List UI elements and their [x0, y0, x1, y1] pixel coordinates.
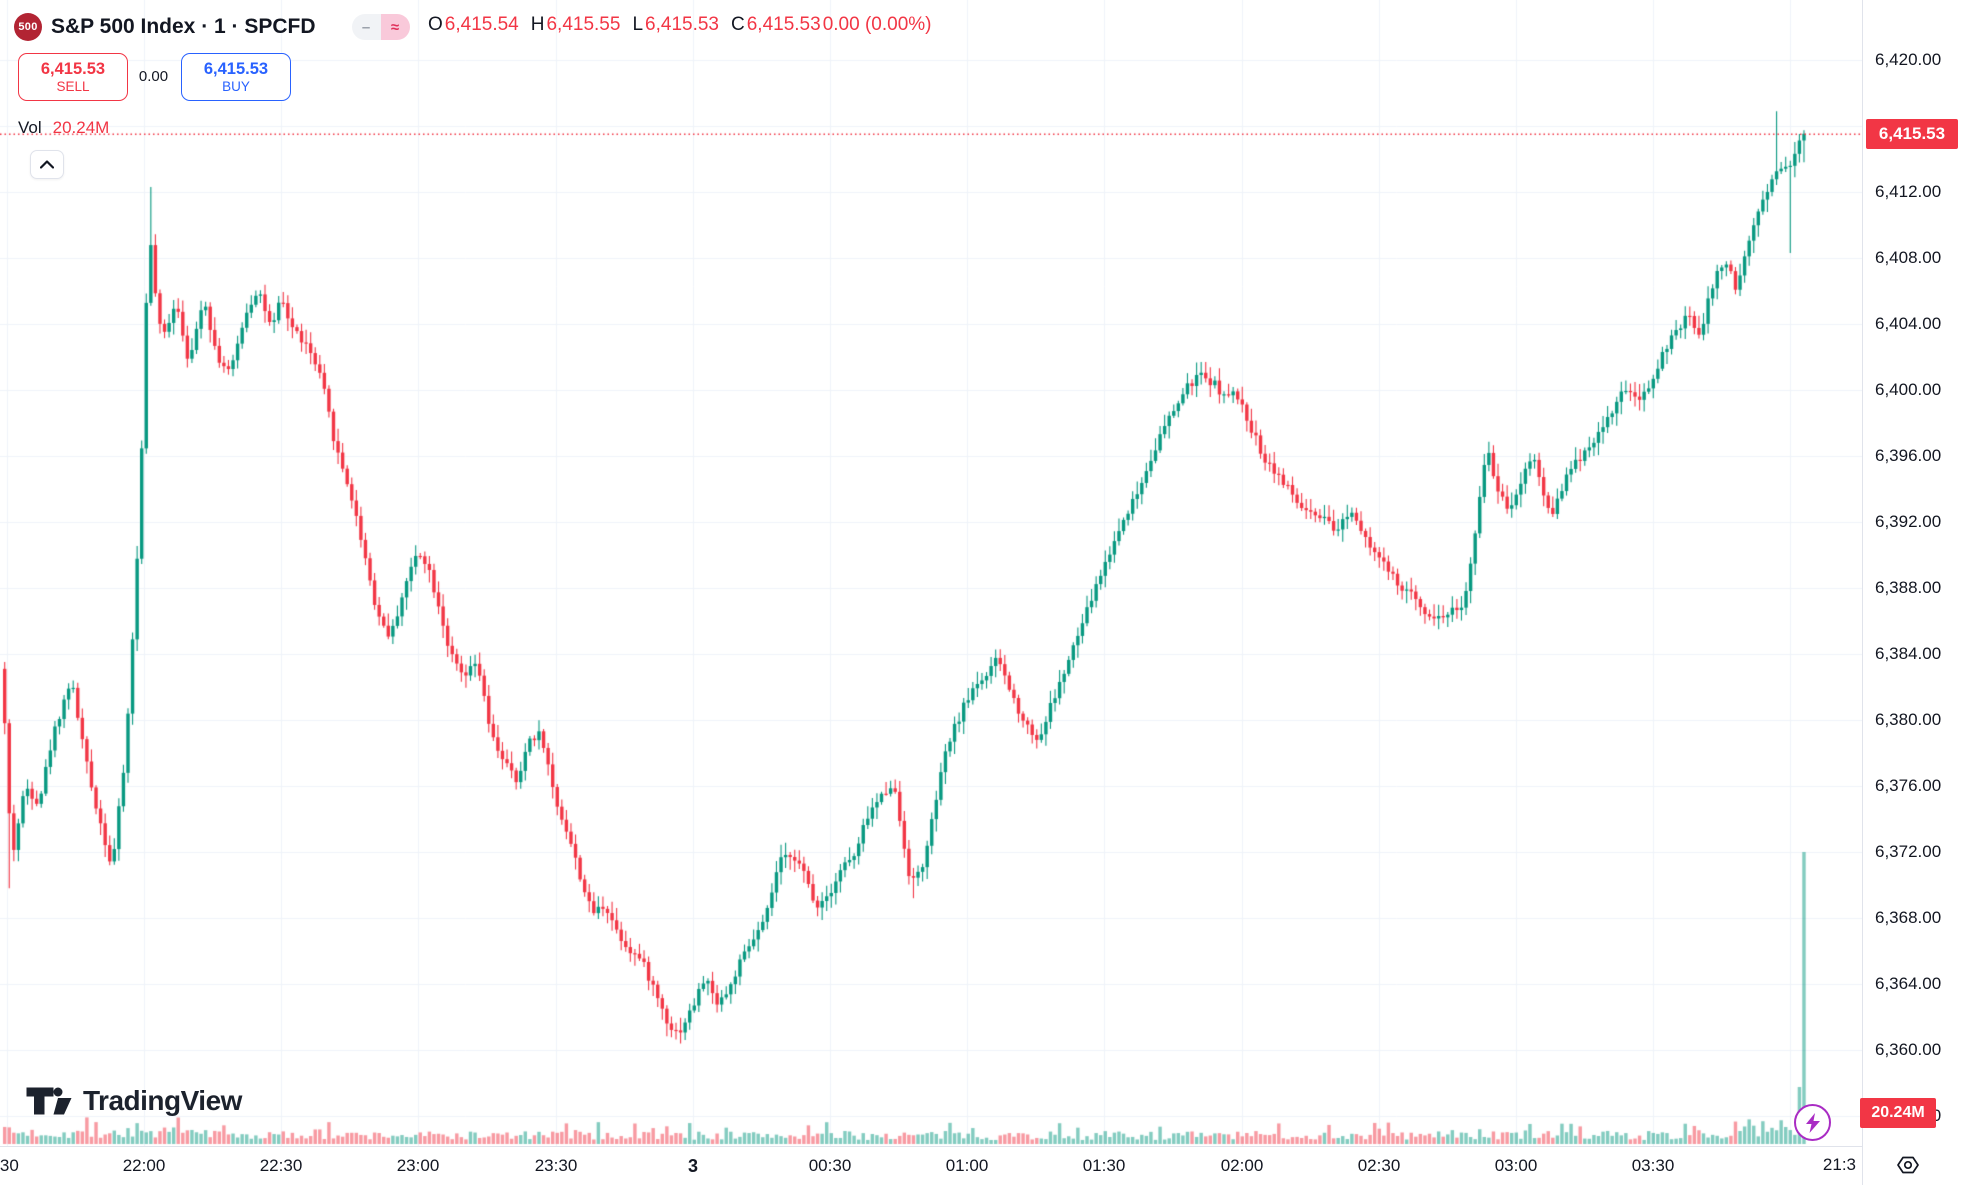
sell-button[interactable]: 6,415.53 SELL [18, 53, 128, 101]
low-letter: L [632, 14, 644, 35]
price-tick-label: 6,404.00 [1875, 314, 1942, 333]
volume-label: Vol [18, 118, 42, 137]
symbol-title[interactable]: S&P 500 Index · 1 · SPCFD [51, 15, 316, 38]
low-value: 6,415.53 [645, 14, 719, 35]
tradingview-wordmark: TradingView [83, 1085, 242, 1116]
price-tick-label: 6,408.00 [1875, 248, 1942, 267]
price-tick-label: 6,364.00 [1875, 974, 1942, 993]
price-tick-label: 6,380.00 [1875, 710, 1942, 729]
sp500-logo-icon: 500 [14, 13, 42, 41]
price-tick-label: 6,400.00 [1875, 380, 1942, 399]
price-tick-label: 6,368.00 [1875, 908, 1942, 927]
approx-wave-icon[interactable]: ≈ [380, 14, 410, 40]
indicator-toggle-pill[interactable]: – ≈ [351, 14, 410, 40]
symbol-header: 500 S&P 500 Index · 1 · SPCFD – ≈ [14, 8, 410, 46]
settings-nut-icon [1897, 1156, 1919, 1174]
price-tick-label: 6,384.00 [1875, 644, 1942, 663]
volume-value: 20.24M [52, 118, 110, 137]
tradingview-mark-icon [26, 1087, 72, 1115]
candlestick-chart[interactable] [0, 0, 1862, 1146]
time-tick-label: 03:30 [1631, 1156, 1675, 1175]
price-tick-label: 6,388.00 [1875, 578, 1942, 597]
volume-legend: Vol 20.24M [18, 118, 109, 138]
current-time-label: 21:3 [1822, 1155, 1856, 1174]
tradingview-logo[interactable]: TradingView [25, 1083, 242, 1119]
change-value: 0.00 (0.00%) [822, 14, 932, 35]
axis-settings-button[interactable] [1893, 1152, 1923, 1178]
open-letter: O [428, 14, 443, 35]
collapse-panel-button[interactable] [30, 150, 64, 179]
volume-axis-badge: 20.24M [1860, 1098, 1936, 1128]
close-letter: C [731, 14, 745, 35]
last-price-badge: 6,415.53 [1866, 119, 1958, 149]
quick-trade-button[interactable] [1794, 1104, 1831, 1141]
high-value: 6,415.55 [546, 14, 621, 35]
time-tick-label: 00:30 [808, 1156, 852, 1175]
spread-value: 0.00 [138, 68, 169, 85]
minus-icon[interactable]: – [351, 14, 381, 40]
time-tick-label: 01:30 [1082, 1156, 1126, 1175]
price-tick-label: 6,420.00 [1875, 50, 1942, 69]
time-tick-label: 3 [687, 1156, 699, 1176]
ohlc-readout: O 6,415.54 H 6,415.55 L 6,415.53 C 6,415… [428, 14, 932, 36]
price-tick-label: 6,396.00 [1875, 446, 1942, 465]
sell-label: SELL [56, 78, 90, 94]
lightning-icon [1805, 1112, 1820, 1133]
buy-button[interactable]: 6,415.53 BUY [181, 53, 291, 101]
price-axis[interactable]: 6,356.006,360.006,364.006,368.006,372.00… [1860, 0, 1962, 1185]
open-value: 6,415.54 [444, 14, 519, 35]
time-tick-label: :30 [0, 1156, 19, 1175]
buy-price: 6,415.53 [203, 59, 269, 78]
time-tick-label: 02:00 [1220, 1156, 1264, 1175]
time-tick-label: 22:30 [259, 1156, 303, 1175]
price-tick-label: 6,372.00 [1875, 842, 1942, 861]
time-tick-label: 23:00 [396, 1156, 440, 1175]
time-tick-label: 03:00 [1494, 1156, 1538, 1175]
price-tick-label: 6,412.00 [1875, 182, 1942, 201]
time-tick-label: 02:30 [1357, 1156, 1401, 1175]
time-tick-label: 01:00 [945, 1156, 989, 1175]
sell-price: 6,415.53 [40, 59, 106, 78]
price-tick-label: 6,376.00 [1875, 776, 1942, 795]
chevron-up-icon [40, 160, 54, 169]
price-tick-label: 6,392.00 [1875, 512, 1942, 531]
time-tick-label: 22:00 [122, 1156, 166, 1175]
high-letter: H [530, 14, 545, 35]
price-tick-label: 6,360.00 [1875, 1040, 1942, 1059]
buy-label: BUY [222, 78, 250, 94]
close-value: 6,415.53 [746, 14, 821, 35]
time-tick-label: 23:30 [534, 1156, 578, 1175]
time-axis[interactable]: :30 22:00 22:30 23:00 23:30 3 00:30 01:00 01:30 0… [0, 1146, 1862, 1186]
